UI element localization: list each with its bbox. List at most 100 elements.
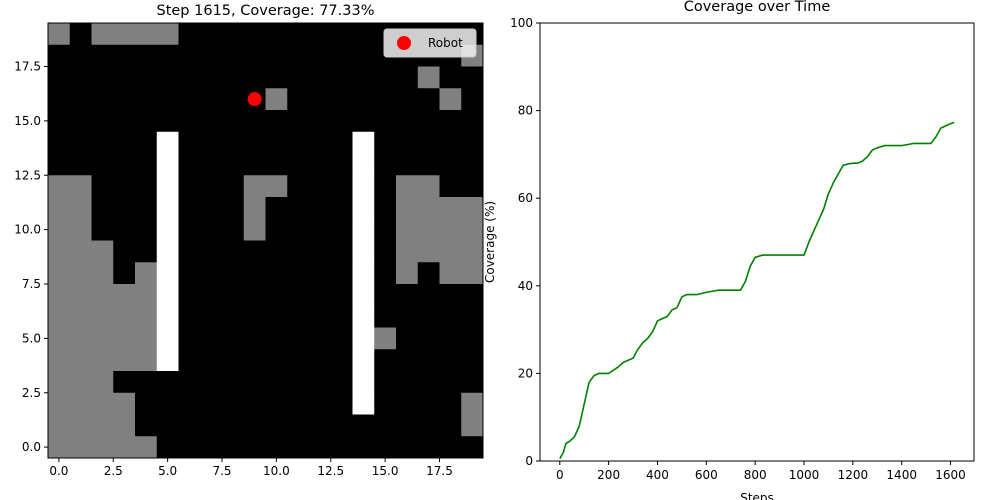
map-cell	[222, 392, 245, 415]
map-cell	[396, 262, 419, 285]
map-x-ticks: 0.0 2.5 5.0 7.5 10.0 12.5 15.0 17.5	[49, 458, 453, 478]
map-y-tick-label: 15.0	[14, 114, 41, 128]
map-cell	[48, 262, 71, 285]
map-cell	[48, 197, 71, 220]
map-cell	[352, 392, 375, 415]
line-title: Coverage over Time	[684, 0, 831, 15]
line-x-tick-label: 800	[744, 468, 767, 482]
map-cell	[309, 197, 332, 220]
map-cell	[243, 414, 266, 437]
map-cell	[396, 218, 419, 241]
line-axes-frame	[539, 22, 975, 462]
map-cell	[178, 110, 201, 133]
map-cell	[91, 392, 114, 415]
map-cell	[265, 371, 288, 394]
map-cell	[135, 153, 158, 176]
map-cell	[330, 371, 353, 394]
map-cell	[330, 262, 353, 285]
robot-layer	[247, 92, 262, 107]
map-cell	[48, 66, 71, 89]
map-y-tick-label: 5.0	[22, 331, 41, 345]
map-cell	[287, 349, 310, 372]
map-cell	[135, 23, 158, 46]
map-cell	[417, 436, 440, 459]
map-cell	[178, 240, 201, 263]
map-cell	[222, 218, 245, 241]
map-cell	[178, 349, 201, 372]
map-cell	[243, 392, 266, 415]
map-cell	[265, 262, 288, 285]
map-cell	[439, 131, 462, 154]
map-cell	[396, 284, 419, 307]
map-cell	[113, 197, 136, 220]
map-cell	[113, 305, 136, 328]
line-x-axis-label: Steps	[740, 491, 774, 500]
map-cell	[243, 305, 266, 328]
map-cell	[396, 436, 419, 459]
map-cell	[178, 44, 201, 67]
line-x-tick-label: 200	[597, 468, 620, 482]
map-cell	[113, 414, 136, 437]
map-cell	[69, 371, 92, 394]
map-cell	[91, 110, 114, 133]
map-cell	[113, 66, 136, 89]
map-cell	[352, 327, 375, 350]
map-cell	[309, 88, 332, 111]
map-cell	[439, 392, 462, 415]
coverage-map-cells	[48, 23, 484, 459]
line-y-axis-label: Coverage (%)	[483, 201, 497, 283]
map-legend-box	[383, 28, 477, 58]
map-cell	[91, 153, 114, 176]
map-cell	[113, 218, 136, 241]
map-cell	[178, 218, 201, 241]
map-cell	[461, 436, 484, 459]
map-cell	[374, 240, 397, 263]
map-cell	[439, 197, 462, 220]
map-cell	[287, 414, 310, 437]
map-cell	[396, 66, 419, 89]
map-cell	[156, 327, 179, 350]
map-x-tick-label: 10.0	[263, 464, 290, 478]
map-cell	[200, 327, 223, 350]
map-x-tick-label: 17.5	[426, 464, 453, 478]
map-cell	[200, 23, 223, 46]
map-cell	[156, 392, 179, 415]
map-cell	[330, 88, 353, 111]
map-cell	[461, 284, 484, 307]
map-x-tick-label: 12.5	[317, 464, 344, 478]
map-cell	[178, 197, 201, 220]
map-cell	[113, 88, 136, 111]
map-cell	[178, 131, 201, 154]
robot-marker	[247, 92, 262, 107]
map-cell	[417, 110, 440, 133]
map-cell	[48, 327, 71, 350]
map-cell	[178, 262, 201, 285]
map-cell	[461, 327, 484, 350]
map-cell	[287, 66, 310, 89]
map-cell	[69, 23, 92, 46]
map-cell	[396, 240, 419, 263]
map-cell	[287, 153, 310, 176]
map-cell	[69, 110, 92, 133]
map-cell	[69, 175, 92, 198]
map-cell	[309, 414, 332, 437]
map-cell	[156, 436, 179, 459]
map-cell	[200, 44, 223, 67]
map-cell	[439, 349, 462, 372]
map-cell	[265, 349, 288, 372]
map-cell	[461, 349, 484, 372]
map-cell	[113, 284, 136, 307]
map-cell	[135, 44, 158, 67]
coverage-line-panel: 0 200 400 600 800 1000 1200 1400 1600 0 20 40 60 80 1…	[483, 0, 975, 500]
map-cell	[91, 131, 114, 154]
map-cell	[69, 436, 92, 459]
map-cell	[265, 175, 288, 198]
map-cell	[48, 371, 71, 394]
map-cell	[309, 327, 332, 350]
map-cell	[374, 218, 397, 241]
map-cell	[135, 327, 158, 350]
map-cell	[417, 240, 440, 263]
map-cell	[439, 240, 462, 263]
map-cell	[48, 218, 71, 241]
map-cell	[417, 131, 440, 154]
